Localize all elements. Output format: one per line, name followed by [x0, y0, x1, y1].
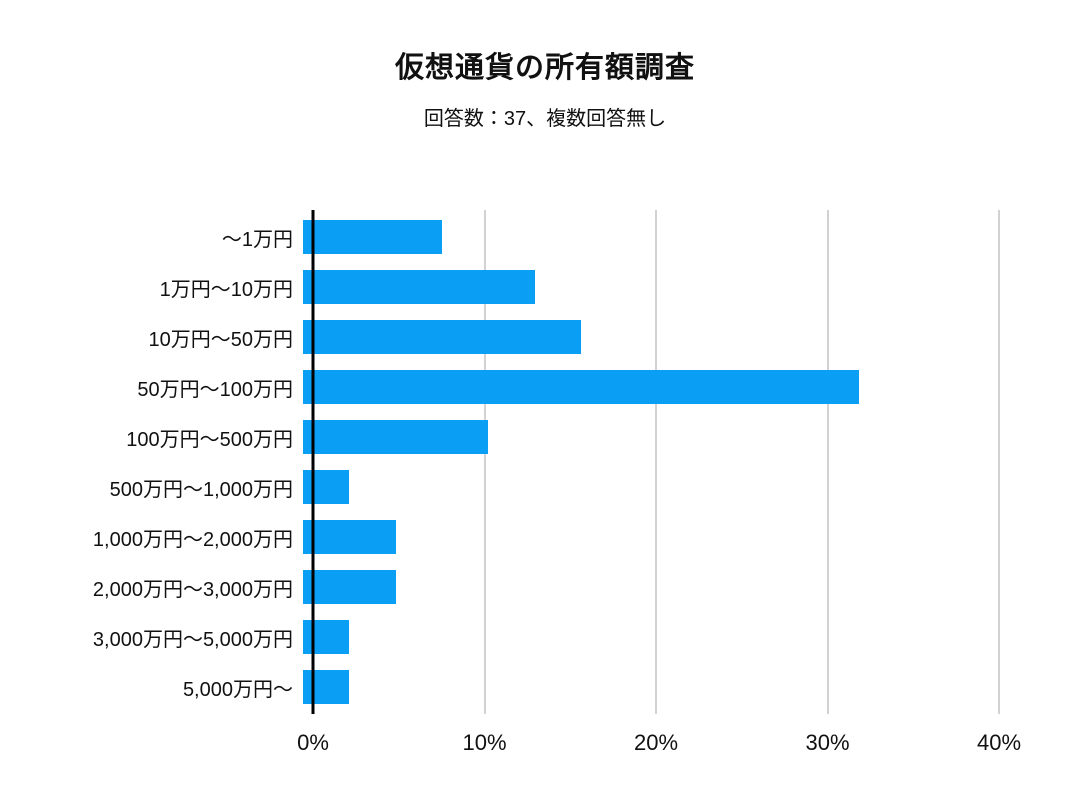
- bar-row: 500万円〜1,000万円: [0, 462, 1090, 512]
- bar: [303, 220, 442, 254]
- bar: [303, 570, 396, 604]
- chart-title: 仮想通貨の所有額調査: [394, 52, 695, 84]
- bar-row: 100万円〜500万円: [0, 412, 1090, 462]
- category-label: 10万円〜50万円: [148, 328, 294, 351]
- bar-chart: 〜1万円 1万円〜10万円 10万円〜50万円 50万円〜100万円 100万円〜500…: [0, 210, 1090, 772]
- bar: [303, 620, 350, 654]
- bar-row: 2,000万円〜3,000万円: [0, 562, 1090, 612]
- bar-cell: [303, 470, 989, 504]
- category-label: 1,000万円〜2,000万円: [92, 528, 293, 551]
- bar-cell: [303, 620, 989, 654]
- category-label: 50万円〜100万円: [137, 378, 293, 401]
- x-tick-label: 30%: [805, 730, 850, 755]
- x-tick-label: 0%: [297, 730, 329, 755]
- x-tick-label: 20%: [633, 730, 679, 755]
- bar: [303, 470, 350, 504]
- bar-cell: [303, 270, 989, 304]
- bar-cell: [303, 370, 989, 404]
- category-label: 100万円〜500万円: [126, 428, 293, 451]
- category-label: 500万円〜1,000万円: [109, 478, 293, 501]
- chart-subtitle: 回答数：37、複数回答無し: [423, 108, 667, 130]
- bar-cell: [303, 420, 989, 454]
- bar-row: 1,000万円〜2,000万円: [0, 512, 1090, 562]
- bar-row: 1万円〜10万円: [0, 262, 1090, 312]
- bar-row: 50万円〜100万円: [0, 362, 1090, 412]
- bar-row: 5,000万円〜: [0, 662, 1090, 712]
- bar-cell: [303, 570, 989, 604]
- category-label: 1万円〜10万円: [159, 278, 293, 301]
- bar: [303, 320, 581, 354]
- x-tick-label: 40%: [976, 730, 1022, 755]
- bar-row: 〜1万円: [0, 212, 1090, 262]
- x-axis-labels: 0% 10% 20% 30% 40%: [297, 722, 1021, 758]
- bar-cell: [303, 220, 989, 254]
- x-tick-label: 10%: [462, 730, 507, 755]
- bar: [303, 420, 489, 454]
- bar: [303, 520, 396, 554]
- category-label: 5,000万円〜: [182, 678, 293, 701]
- bar-row: 10万円〜50万円: [0, 312, 1090, 362]
- bar-cell: [303, 670, 989, 704]
- chart-rows: 〜1万円 1万円〜10万円 10万円〜50万円 50万円〜100万円 100万円〜500…: [0, 212, 1090, 712]
- chart-header: 仮想通貨の所有額調査 回答数：37、複数回答無し: [0, 44, 1090, 131]
- bar-row: 3,000万円〜5,000万円: [0, 612, 1090, 662]
- category-label: 3,000万円〜5,000万円: [92, 628, 293, 651]
- bar-cell: [303, 320, 989, 354]
- bar-cell: [303, 520, 989, 554]
- category-label: 〜1万円: [221, 228, 293, 251]
- bar: [303, 270, 535, 304]
- bar: [303, 670, 350, 704]
- category-label: 2,000万円〜3,000万円: [92, 578, 293, 601]
- bar: [303, 370, 859, 404]
